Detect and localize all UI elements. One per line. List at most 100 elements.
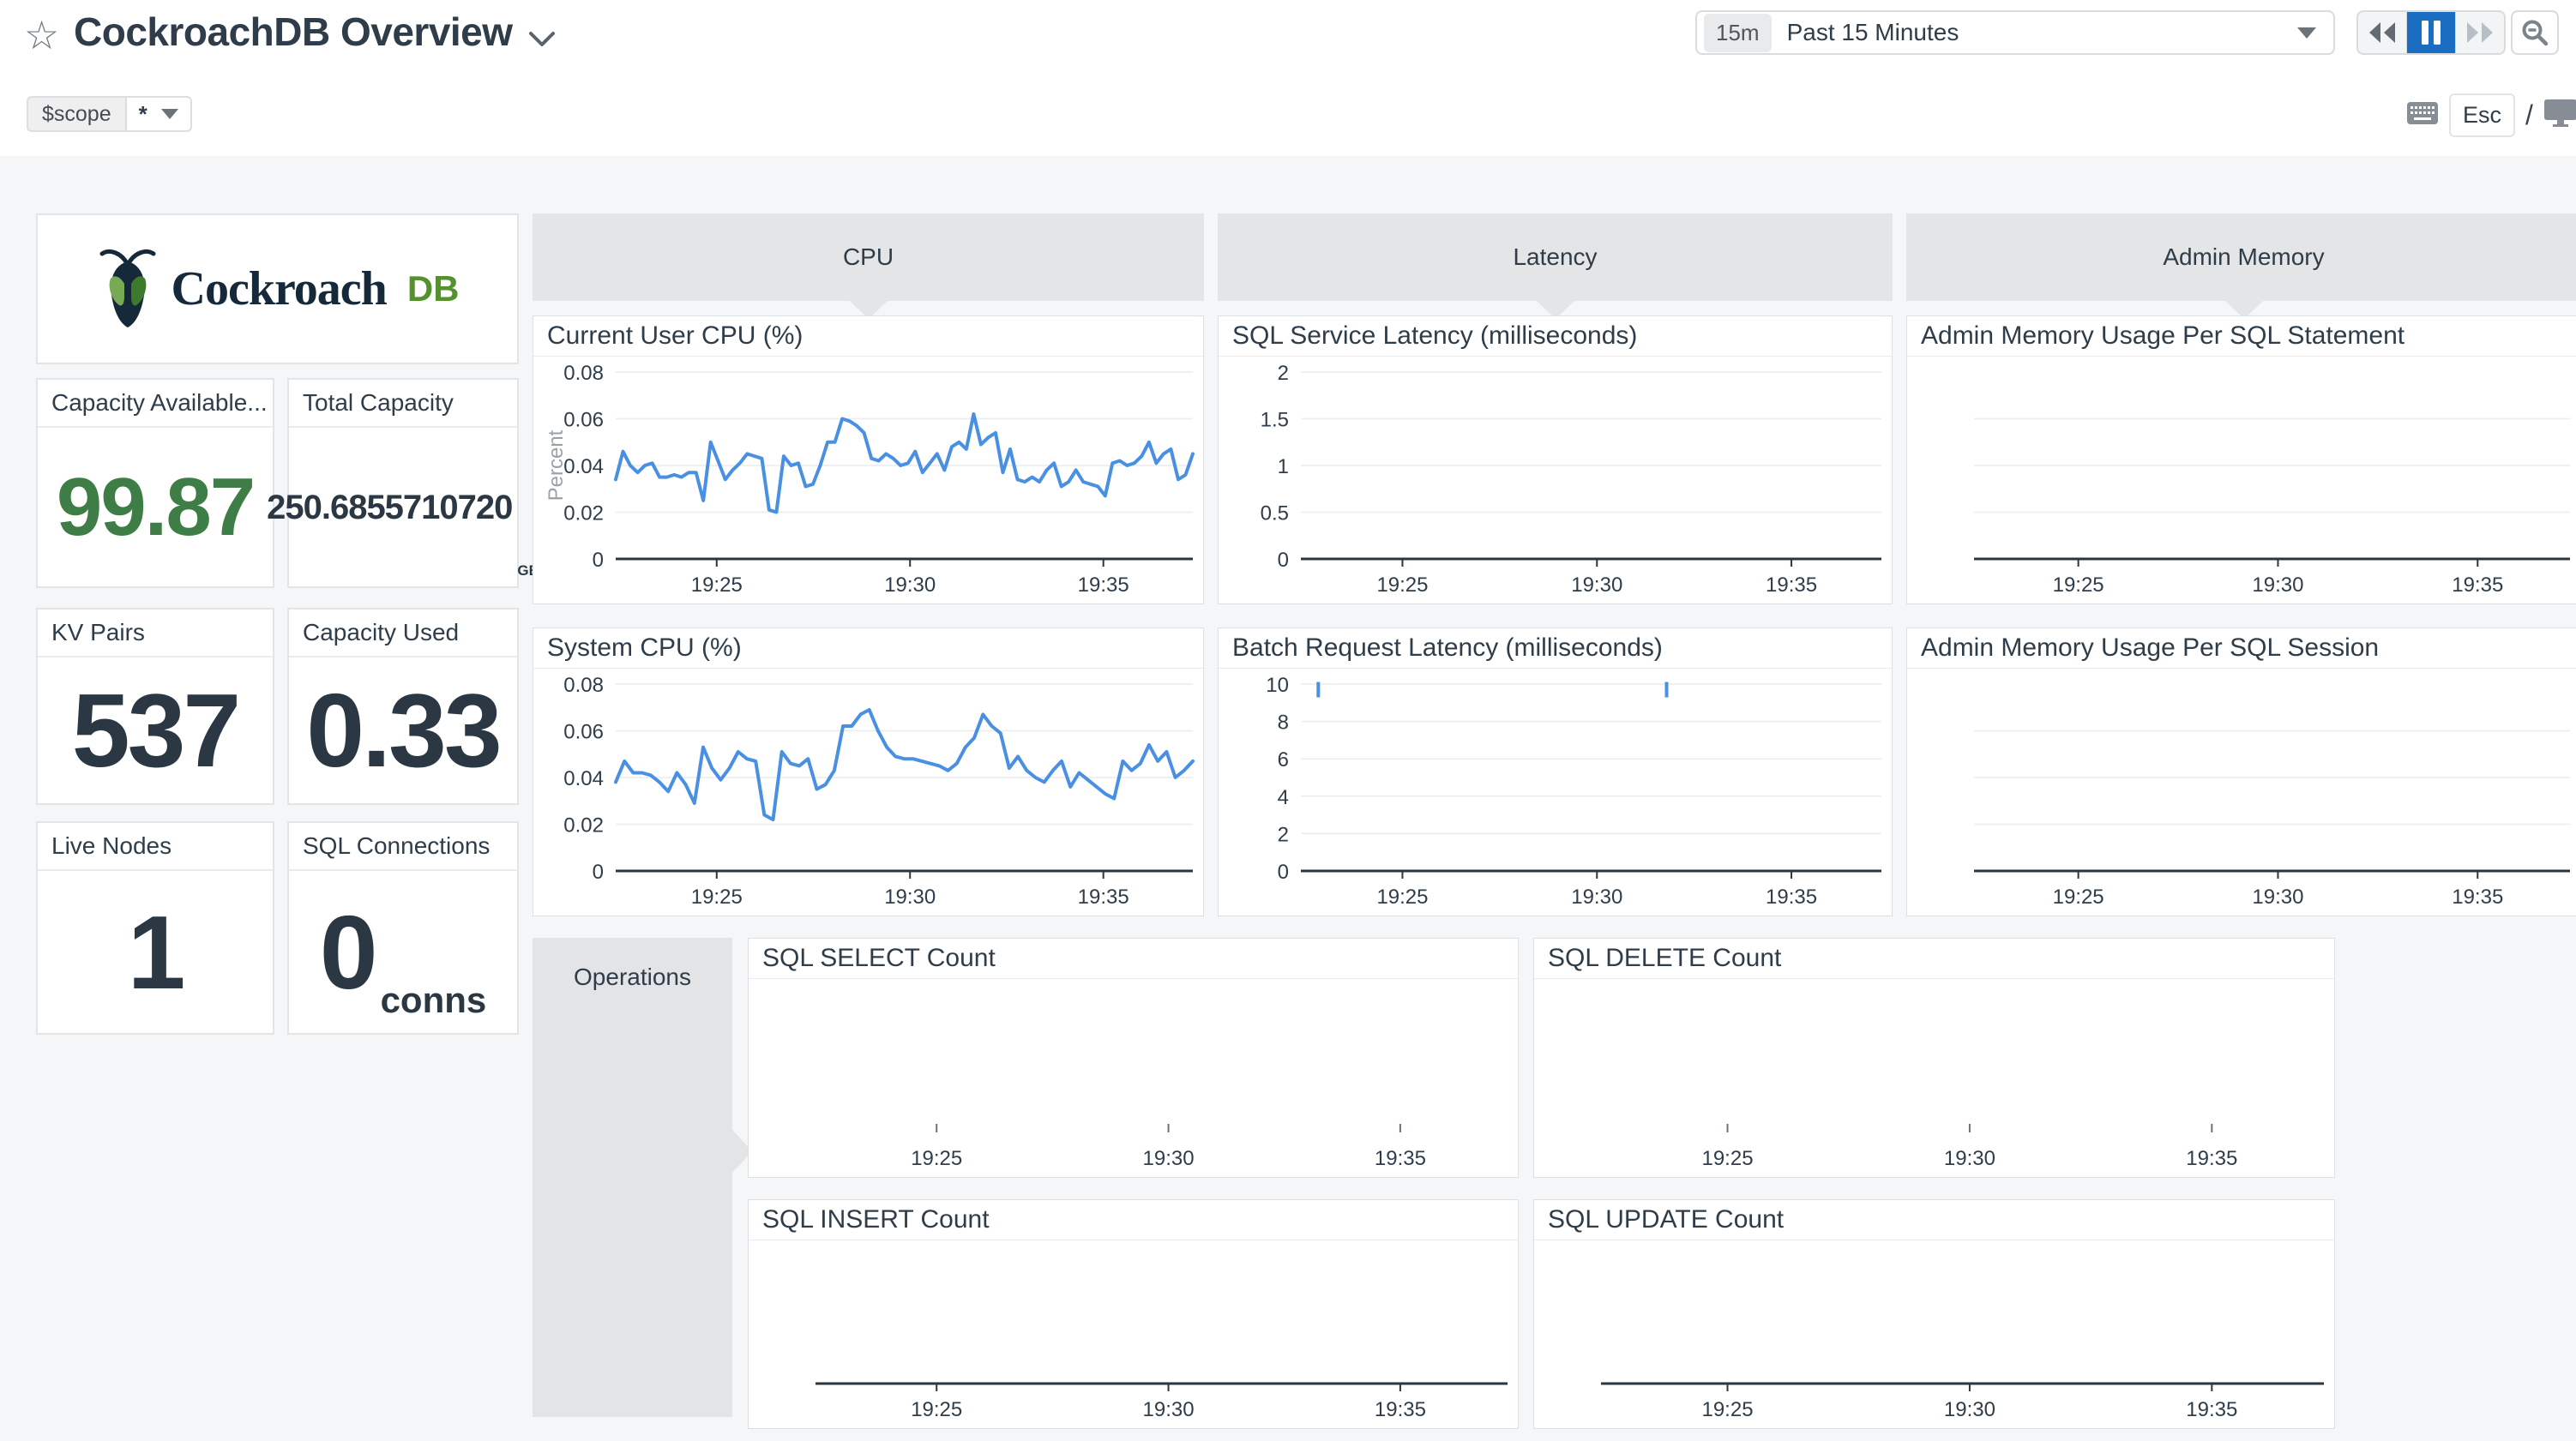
time-range-badge: 15m	[1704, 13, 1772, 52]
rewind-button[interactable]	[2358, 12, 2406, 53]
chart-title: Admin Memory Usage Per SQL Statement	[1907, 316, 2576, 357]
chart-plot-area[interactable]: 0 0.02 0.04 0.06 0.08 19:25 19:30 19:35 Percent	[533, 357, 1203, 603]
scope-variable-value: *	[124, 96, 192, 132]
playback-controls	[2356, 10, 2506, 55]
svg-text:19:35: 19:35	[2186, 1147, 2237, 1170]
svg-text:0.04: 0.04	[563, 455, 604, 478]
favorite-star-icon[interactable]: ☆	[24, 13, 60, 57]
chart-card-sql-update-count: SQL UPDATE Count 19:25 19:30 19:35	[1533, 1199, 2335, 1429]
section-label: Operations	[574, 964, 691, 990]
chart-plot-area[interactable]: 19:25 19:30 19:35	[1534, 979, 2334, 1177]
section-header-admin-memory[interactable]: Admin Memory	[1906, 213, 2576, 319]
esc-button[interactable]: Esc	[2449, 93, 2516, 137]
svg-text:0.5: 0.5	[1261, 502, 1289, 525]
fullscreen-monitor-icon[interactable]	[2543, 99, 2576, 132]
svg-text:0.02: 0.02	[563, 814, 604, 838]
chart-card-sql-service-latency: SQL Service Latency (milliseconds) 0 0.5 1…	[1218, 315, 1893, 604]
cockroachdb-logo-card: Cockroach DB	[36, 213, 519, 364]
stat-label: KV Pairs	[38, 609, 273, 657]
stat-card-live-nodes: Live Nodes 1	[36, 821, 274, 1035]
chart-card-system-cpu: System CPU (%) 0 0.02 0.04 0.06 0.08 19:25 19:…	[533, 627, 1204, 916]
stat-label: Total Capacity	[289, 380, 517, 428]
chart-plot-area[interactable]: 0 0.5 1 1.5 2 19:25 19:30 19:35	[1219, 357, 1892, 603]
svg-text:Percent: Percent	[545, 429, 568, 501]
chart-card-admin-memory-session: Admin Memory Usage Per SQL Session 19:25…	[1906, 627, 2576, 916]
section-header-cpu[interactable]: CPU	[533, 213, 1204, 319]
stat-value: 250.6855710720	[267, 488, 513, 526]
svg-text:6: 6	[1278, 748, 1289, 772]
svg-text:19:25: 19:25	[911, 1147, 962, 1170]
stat-card-capacity-used: Capacity Used 0.33	[287, 608, 519, 805]
svg-text:19:25: 19:25	[1701, 1147, 1753, 1170]
chart-title: Current User CPU (%)	[533, 316, 1203, 357]
svg-text:19:30: 19:30	[2252, 886, 2303, 909]
scope-caret-icon	[160, 109, 178, 119]
chart-title: SQL DELETE Count	[1534, 939, 2334, 979]
scope-template-variable[interactable]: $scope *	[27, 96, 192, 132]
svg-text:0: 0	[593, 549, 604, 572]
cockroach-bug-icon	[96, 246, 159, 333]
section-label: CPU	[842, 243, 894, 270]
svg-text:8: 8	[1278, 711, 1289, 735]
chart-plot-area[interactable]: 19:25 19:30 19:35	[1907, 357, 2576, 603]
stat-value: 537	[71, 672, 242, 789]
stat-value: 0.33	[306, 672, 502, 789]
svg-text:1: 1	[1278, 455, 1289, 478]
fast-forward-button[interactable]	[2455, 12, 2504, 53]
svg-text:19:25: 19:25	[691, 573, 743, 597]
stat-value: 99.87	[56, 460, 256, 553]
chart-title: SQL INSERT Count	[749, 1200, 1518, 1240]
header-bar: ☆ CockroachDB Overview 15m Past 15 Minut…	[0, 0, 2576, 156]
zoom-out-button[interactable]	[2511, 10, 2559, 55]
scope-value-text: *	[138, 100, 147, 127]
svg-text:19:35: 19:35	[1078, 573, 1129, 597]
svg-text:19:35: 19:35	[1766, 886, 1817, 909]
chart-plot-area[interactable]: 19:25 19:30 19:35	[1907, 669, 2576, 916]
keyboard-icon	[2406, 101, 2439, 129]
svg-text:1.5: 1.5	[1261, 409, 1289, 432]
scope-variable-name: $scope	[27, 96, 125, 132]
svg-text:19:35: 19:35	[1766, 573, 1817, 597]
svg-text:19:30: 19:30	[1944, 1147, 1995, 1170]
svg-text:19:30: 19:30	[2252, 573, 2303, 597]
svg-text:0: 0	[1278, 861, 1289, 884]
chart-plot-area[interactable]: 19:25 19:30 19:35	[749, 979, 1518, 1177]
svg-text:0.08: 0.08	[563, 674, 604, 697]
chart-plot-area[interactable]: 0 2 4 6 8 10 19:25 19:30 19:35	[1219, 669, 1892, 916]
svg-text:19:30: 19:30	[1571, 573, 1622, 597]
svg-text:19:35: 19:35	[1078, 886, 1129, 909]
stat-card-total-capacity: Total Capacity 250.6855710720 GB	[267, 378, 539, 588]
page-title[interactable]: CockroachDB Overview	[74, 9, 513, 54]
svg-text:19:30: 19:30	[884, 573, 936, 597]
section-header-operations[interactable]: Operations	[533, 938, 752, 1417]
svg-text:2: 2	[1278, 823, 1289, 846]
pause-button[interactable]	[2406, 12, 2455, 53]
svg-text:19:30: 19:30	[1944, 1398, 1995, 1421]
chart-plot-area[interactable]: 19:25 19:30 19:35	[1534, 1240, 2334, 1428]
logo-db-text: DB	[406, 268, 460, 309]
chart-card-sql-delete-count: SQL DELETE Count 19:25 19:30 19:35	[1533, 938, 2335, 1178]
chart-title: SQL UPDATE Count	[1534, 1200, 2334, 1240]
chart-plot-area[interactable]: 0 0.02 0.04 0.06 0.08 19:25 19:30 19:35	[533, 669, 1203, 916]
svg-text:0.08: 0.08	[563, 362, 604, 385]
chart-plot-area[interactable]: 19:25 19:30 19:35	[749, 1240, 1518, 1428]
svg-text:19:25: 19:25	[1376, 573, 1428, 597]
chart-card-sql-insert-count: SQL INSERT Count 19:25 19:30 19:35	[748, 1199, 1519, 1429]
stat-value: 0	[319, 893, 378, 1011]
time-range-selector[interactable]: 15m Past 15 Minutes	[1695, 10, 2335, 55]
svg-text:19:25: 19:25	[911, 1398, 962, 1421]
section-header-latency[interactable]: Latency	[1218, 213, 1893, 319]
svg-text:19:35: 19:35	[1375, 1147, 1426, 1170]
svg-text:19:25: 19:25	[2053, 573, 2104, 597]
stat-card-capacity-available: Capacity Available... 99.87	[36, 378, 274, 588]
svg-text:19:35: 19:35	[2452, 573, 2503, 597]
slash-separator: /	[2525, 99, 2533, 130]
svg-text:19:30: 19:30	[1143, 1147, 1195, 1170]
svg-text:19:25: 19:25	[1701, 1398, 1753, 1421]
svg-text:0: 0	[593, 861, 604, 884]
title-chevron-down-icon[interactable]	[528, 31, 556, 52]
section-arrow-down	[1536, 301, 1574, 319]
section-arrow-down	[2224, 301, 2263, 319]
chart-title: Admin Memory Usage Per SQL Session	[1907, 628, 2576, 669]
